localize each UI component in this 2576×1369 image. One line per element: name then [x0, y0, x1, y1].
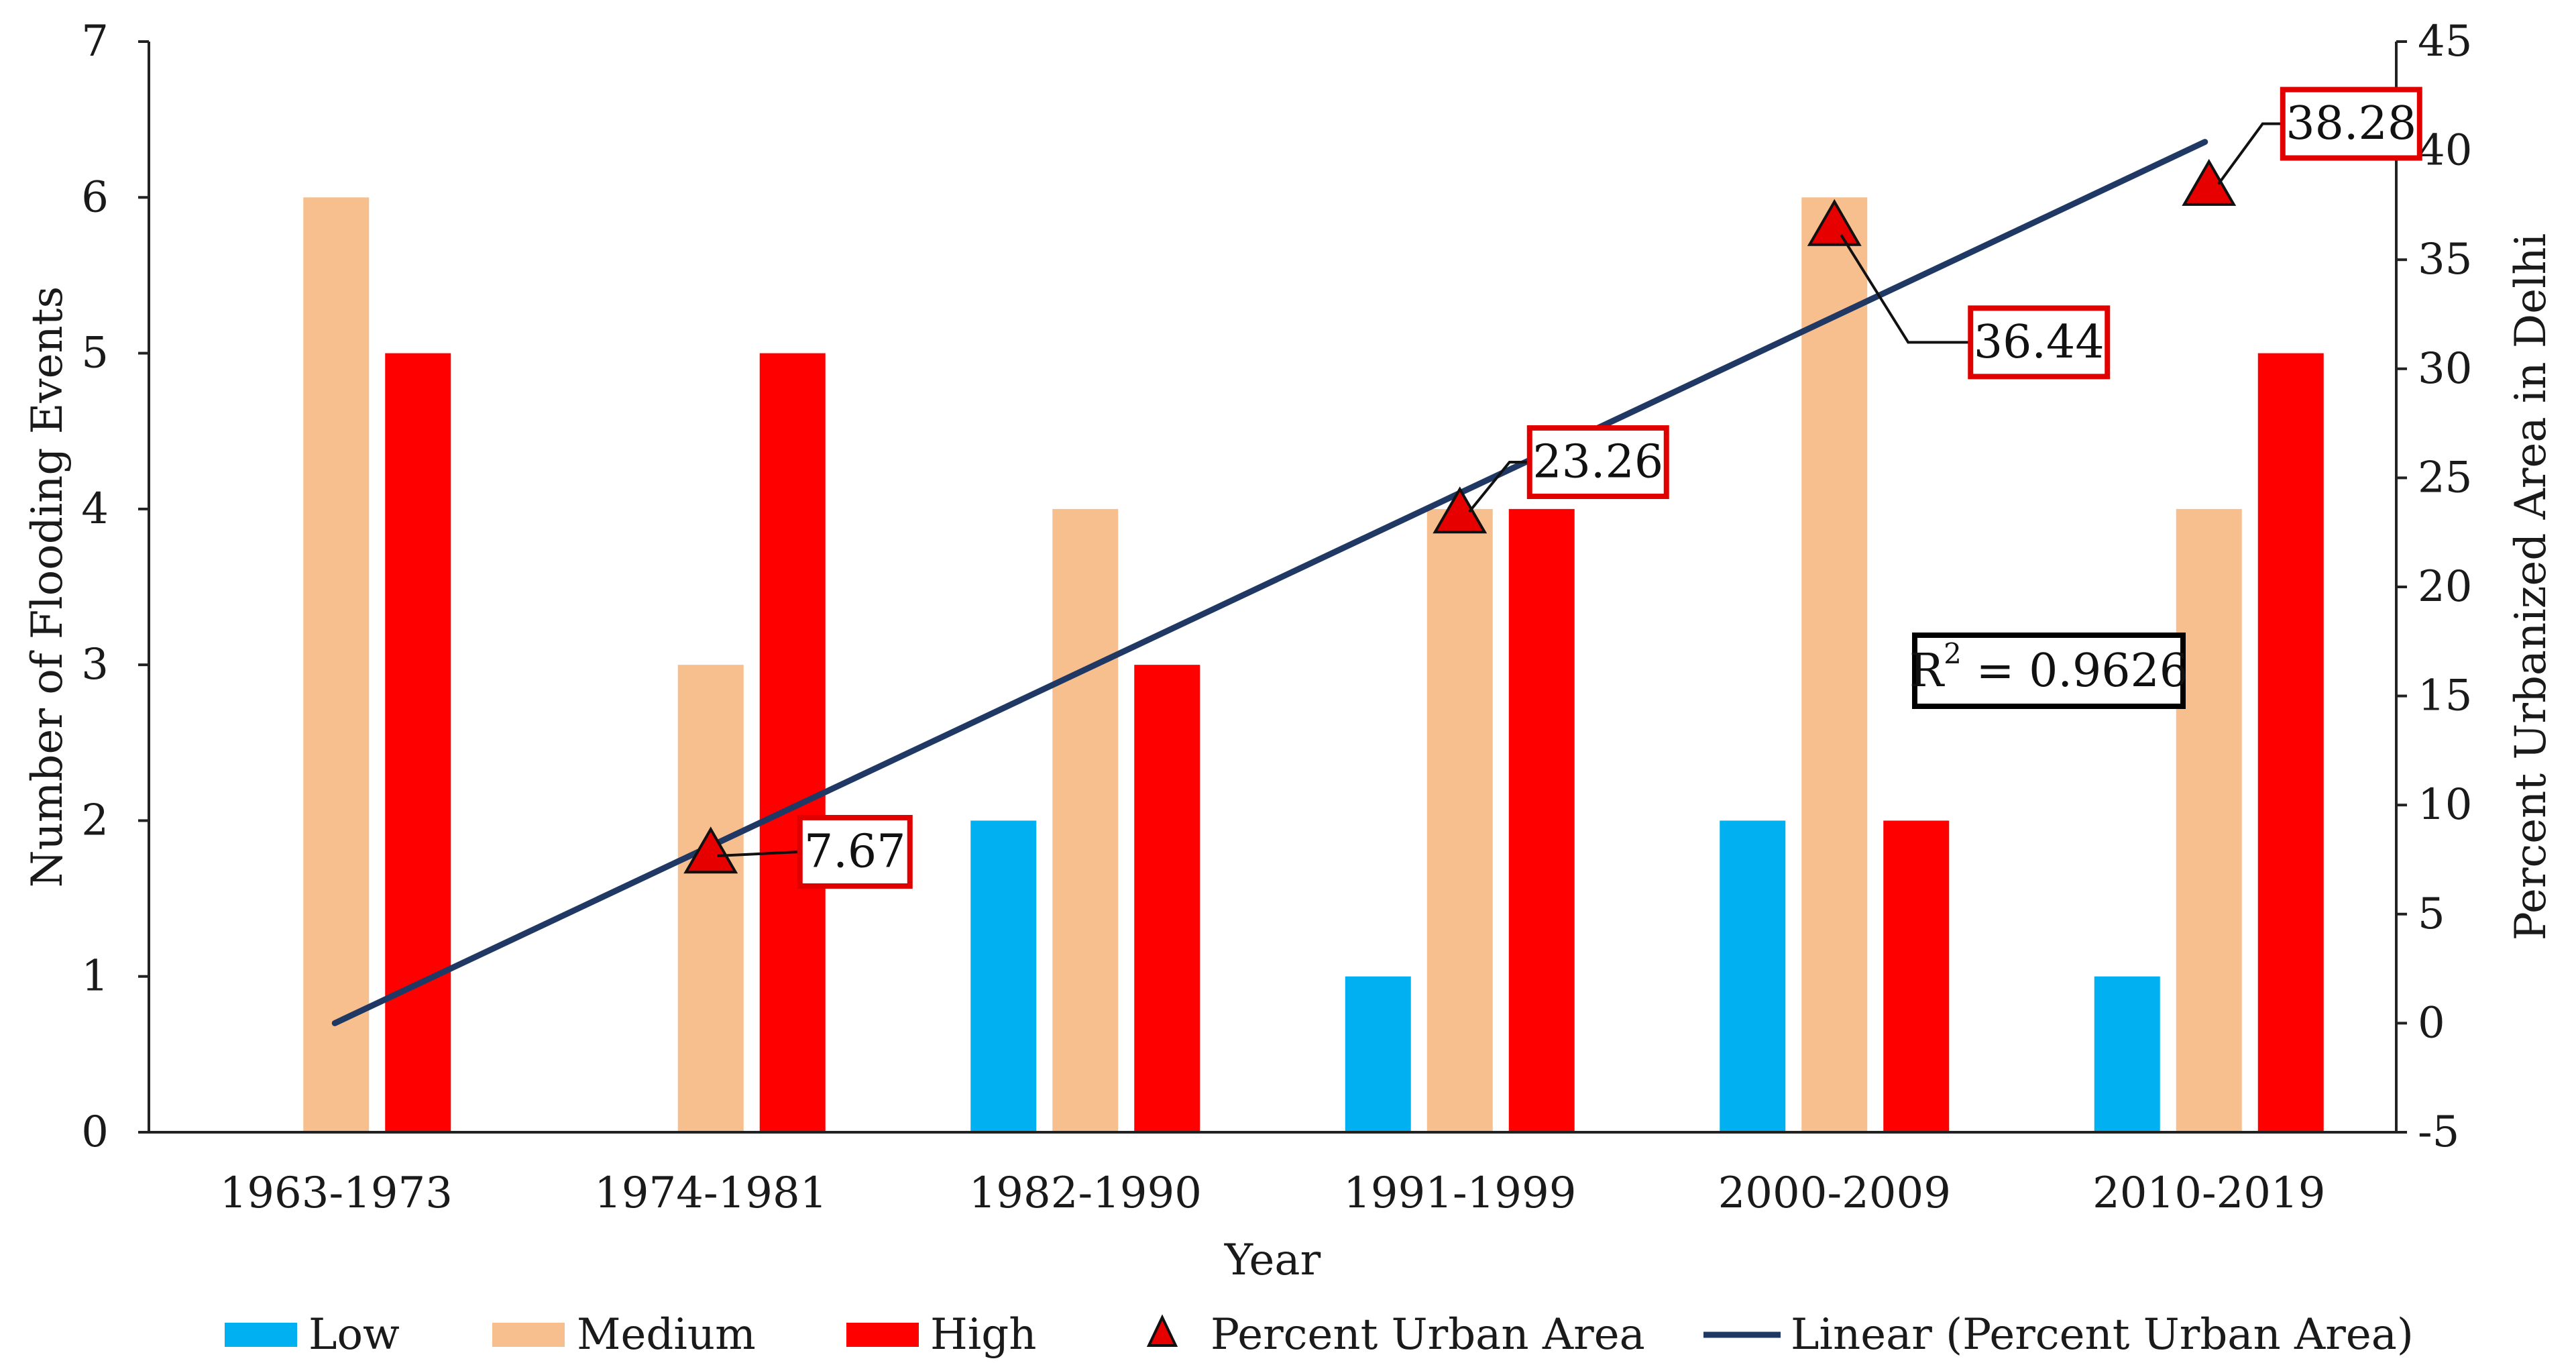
label-layer: 7.67 23.26 36.44 38.28 R2 = 0.9626: [717, 87, 2422, 889]
y2-tick-label: 35: [2418, 235, 2472, 284]
legend-label-low: Low: [309, 1310, 400, 1360]
x-tick-label: 1991-1999: [1343, 1168, 1576, 1218]
bar-high-1974-1981: [759, 353, 826, 1132]
legend-layer: Low Medium High Percent Urban Area Linear (P…: [225, 1310, 2414, 1360]
marker-2000-2009: [1807, 199, 1862, 246]
data-label-2010-2019: 38.28: [2286, 97, 2416, 150]
label-leader-line: [1468, 460, 1530, 513]
y-tick-label: 7: [81, 17, 109, 66]
data-label-box: [2280, 87, 2422, 161]
marker-1974-1981: [683, 826, 738, 874]
y2-tick-label: 0: [2418, 998, 2445, 1048]
y2-axis-title: Percent Urbanized Area in Delhi: [2506, 233, 2556, 940]
bar-high-1982-1990: [1134, 665, 1200, 1132]
legend-swatch-low: [225, 1323, 297, 1347]
legend-swatch-medium: [492, 1323, 565, 1347]
x-axis-title: Year: [1224, 1236, 1321, 1285]
bar-low-2000-2009: [1720, 820, 1786, 1132]
x-tick-label: 2000-2009: [1718, 1168, 1951, 1218]
bar-high-1991-1999: [1508, 508, 1575, 1132]
y-tick-label: 2: [81, 796, 109, 845]
bar-medium-2000-2009: [1801, 197, 1868, 1133]
bar-medium-1974-1981: [677, 665, 744, 1132]
y-tick-label: 4: [81, 484, 109, 534]
r-squared-value: = 0.9626: [1962, 645, 2188, 698]
y2-tick-label: 5: [2418, 889, 2445, 939]
bar-high-2000-2009: [1883, 820, 1950, 1132]
label-leader-line: [1840, 234, 1971, 344]
legend-marker-urban: [1146, 1314, 1178, 1347]
y-tick-label: 6: [81, 172, 109, 222]
y2-tick-label: 20: [2418, 562, 2472, 612]
bar-medium-2010-2019: [2176, 508, 2242, 1132]
data-label-2000-2009: 36.44: [1974, 316, 2105, 369]
r-squared-label: R2 = 0.9626: [1909, 637, 2188, 698]
x-tick-label: 1982-1990: [969, 1168, 1202, 1218]
bar-high-2010-2019: [2257, 353, 2324, 1132]
y2-tick-label: 30: [2418, 344, 2472, 394]
x-tick-label: 2010-2019: [2092, 1168, 2325, 1218]
r-squared-box: [1912, 633, 2186, 709]
legend-label-urban: Percent Urban Area: [1211, 1310, 1645, 1360]
r-squared-superscript: 2: [1944, 637, 1962, 670]
data-label-box: [1526, 425, 1669, 499]
marker-layer: [683, 158, 2237, 874]
label-leader-line: [717, 850, 800, 857]
data-label-box: [797, 814, 913, 889]
y-tick-label: 0: [81, 1107, 109, 1157]
x-tick-label: 1963-1973: [220, 1168, 453, 1218]
y-tick-label: 5: [81, 329, 109, 378]
bar-high-1963-1973: [385, 353, 451, 1132]
bar-low-1991-1999: [1345, 976, 1411, 1132]
marker-2010-2019: [2182, 158, 2237, 206]
label-leader-line: [2217, 122, 2283, 185]
data-label-1974-1981: 7.67: [804, 825, 905, 878]
bar-low-1982-1990: [970, 820, 1037, 1132]
legend-label-high: High: [930, 1310, 1036, 1360]
y-axis-title: Number of Flooding Events: [23, 286, 72, 888]
y2-tick-label: 40: [2418, 126, 2472, 176]
y2-tick-label: 45: [2418, 17, 2472, 66]
bar-low-2010-2019: [2094, 976, 2160, 1132]
data-label-box: [1968, 305, 2111, 380]
trend-layer: [331, 139, 2208, 1026]
legend-label-linear: Linear (Percent Urban Area): [1791, 1310, 2414, 1360]
legend-swatch-high: [846, 1323, 919, 1347]
trendline: [331, 139, 2208, 1026]
bar-medium-1963-1973: [303, 197, 370, 1133]
marker-1991-1999: [1433, 486, 1488, 534]
data-label-1991-1999: 23.26: [1532, 435, 1663, 488]
bar-medium-1991-1999: [1426, 508, 1493, 1132]
y2-tick-label: 10: [2418, 780, 2472, 830]
bar-medium-1982-1990: [1052, 508, 1119, 1132]
y2-tick-label: 15: [2418, 671, 2472, 721]
y-tick-label: 1: [81, 952, 109, 1001]
x-tick-label: 1974-1981: [594, 1168, 827, 1218]
y2-tick-label: 25: [2418, 453, 2472, 502]
y2-tick-label: -5: [2418, 1107, 2459, 1157]
r-squared-prefix: R: [1909, 645, 1945, 698]
bars-layer: [303, 197, 2324, 1133]
legend-label-medium: Medium: [577, 1310, 756, 1360]
y-tick-label: 3: [81, 640, 109, 690]
